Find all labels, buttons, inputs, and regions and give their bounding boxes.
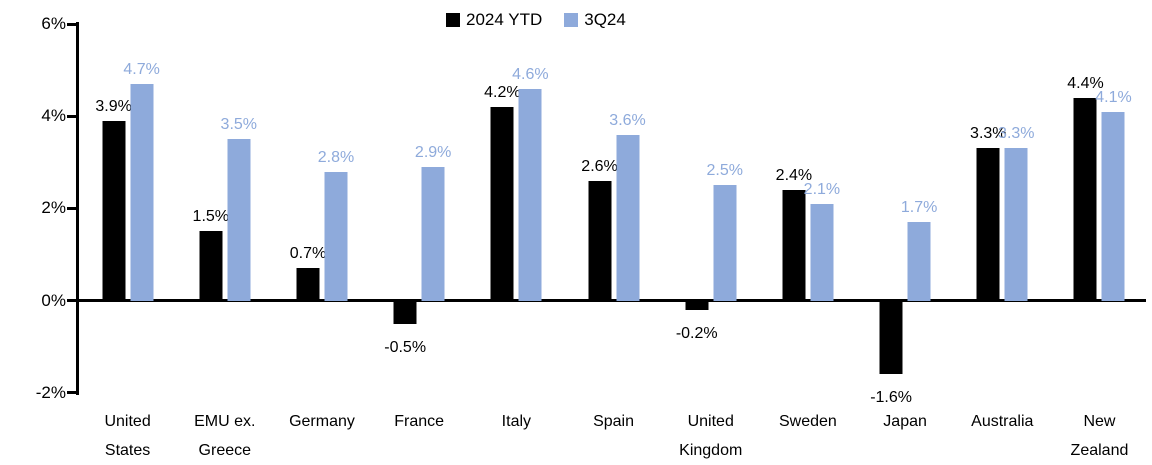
bar-2024-ytd: [490, 106, 514, 301]
bar-2024-ytd: [685, 300, 709, 310]
y-axis-tick: [67, 206, 77, 210]
bar-group: -0.2% 2.5%: [662, 24, 759, 393]
bar-3q24: [227, 139, 251, 301]
bar-2024-ytd: [588, 180, 612, 301]
bar-value-label: 2.8%: [317, 148, 355, 166]
bar-group: 4.2% 4.6%: [468, 24, 565, 393]
bar-value-label: 3.9%: [95, 97, 132, 115]
bar-2024-ytd: [393, 300, 417, 324]
y-axis-tick: [67, 299, 77, 303]
bar-3q24: [713, 185, 737, 301]
bar-3q24: [810, 203, 834, 301]
y-axis-tick-label: 0%: [41, 290, 66, 310]
bar-value-label: 1.5%: [192, 208, 230, 226]
bar-value-label: 2.4%: [775, 166, 813, 184]
bar-value-label: 4.1%: [1095, 88, 1132, 106]
bar-value-label: 1.7%: [900, 199, 938, 217]
bar-value-label: 2.1%: [803, 180, 841, 198]
y-axis-line: [76, 22, 79, 395]
category-label: Sweden: [778, 413, 837, 430]
bar-value-label: 3.3%: [998, 125, 1035, 143]
y-axis-tick-label: -2%: [35, 382, 66, 402]
bar-group: -0.5% 2.9%: [371, 24, 468, 393]
plot-area: 3.9% 4.7% 1.5% 3.5% 0.7% 2.8% -0.5% 2.9% 4.2% 4.6…: [79, 24, 1148, 406]
category-axis: United States EMU ex. Greece Germany France…: [79, 407, 1148, 465]
y-axis-tick-label: 4%: [41, 106, 66, 126]
bar-2024-ytd: [296, 268, 320, 301]
y-axis-tick-label: 6%: [41, 14, 66, 33]
bar-value-label: 2.9%: [414, 143, 452, 161]
bar-group: 3.3% 3.3%: [954, 24, 1051, 393]
bar-2024-ytd: [879, 300, 903, 375]
bar-value-label: 2.6%: [581, 157, 618, 175]
bar-group: 4.4% 4.1%: [1051, 24, 1148, 393]
bar-3q24: [324, 171, 348, 301]
bar-2024-ytd: [102, 120, 126, 301]
bar-group: 1.5% 3.5%: [176, 24, 273, 393]
category-label: Spain: [593, 413, 634, 430]
bar-group: -1.6% 1.7%: [857, 24, 954, 406]
bar-value-label: 3.3%: [970, 125, 1007, 143]
bar-value-label: 4.7%: [123, 60, 160, 78]
legend-item-2024-ytd: 2024 YTD: [446, 10, 542, 30]
y-axis-tick-label: 2%: [41, 198, 66, 218]
legend-swatch-3q24: [564, 13, 579, 27]
bar-3q24: [1101, 111, 1125, 301]
bar-value-label: 3.5%: [220, 116, 258, 134]
category-label: Japan: [883, 413, 927, 430]
bar-3q24: [616, 134, 640, 301]
category-label: EMU ex. Greece: [194, 413, 256, 459]
bar-3q24: [130, 83, 154, 301]
bar-value-label: 2.5%: [706, 162, 743, 180]
bar-value-label: -1.6%: [870, 389, 912, 407]
y-axis-tick: [67, 114, 77, 118]
bar-2024-ytd: [976, 148, 1000, 301]
bar-3q24: [907, 222, 931, 301]
legend-label-3q24: 3Q24: [584, 10, 626, 29]
bar-3q24: [421, 166, 445, 301]
category-label: Germany: [289, 413, 355, 430]
bar-value-label: 4.2%: [484, 83, 521, 101]
bar-2024-ytd: [782, 189, 806, 301]
category-label: Australia: [971, 413, 1034, 430]
bar-group: 0.7% 2.8%: [273, 24, 370, 393]
bar-group: 3.9% 4.7%: [79, 24, 176, 393]
category-label: United Kingdom: [679, 413, 743, 459]
legend-item-3q24: 3Q24: [564, 10, 626, 30]
bar-3q24: [518, 88, 542, 301]
bar-3q24: [1004, 148, 1028, 301]
category-label: United States: [104, 413, 151, 459]
chart-legend: 2024 YTD 3Q24: [446, 10, 626, 30]
bar-group: 2.4% 2.1%: [759, 24, 856, 393]
category-label: France: [394, 413, 445, 430]
legend-label-2024-ytd: 2024 YTD: [466, 10, 543, 29]
y-axis-tick: [67, 391, 77, 395]
y-axis-tick: [67, 22, 77, 26]
bar-group: 2.6% 3.6%: [565, 24, 662, 393]
bar-value-label: -0.2%: [675, 324, 718, 342]
bar-value-label: 4.6%: [512, 65, 549, 83]
category-label: Italy: [501, 413, 532, 430]
category-label: New Zealand: [1070, 413, 1129, 459]
bar-value-label: -0.5%: [384, 338, 427, 356]
bar-value-label: 3.6%: [609, 111, 646, 129]
bar-2024-ytd: [1073, 97, 1097, 301]
legend-swatch-2024-ytd: [446, 13, 460, 27]
bar-value-label: 4.4%: [1067, 74, 1104, 92]
bar-2024-ytd: [199, 231, 223, 301]
bar-value-label: 0.7%: [289, 245, 327, 263]
